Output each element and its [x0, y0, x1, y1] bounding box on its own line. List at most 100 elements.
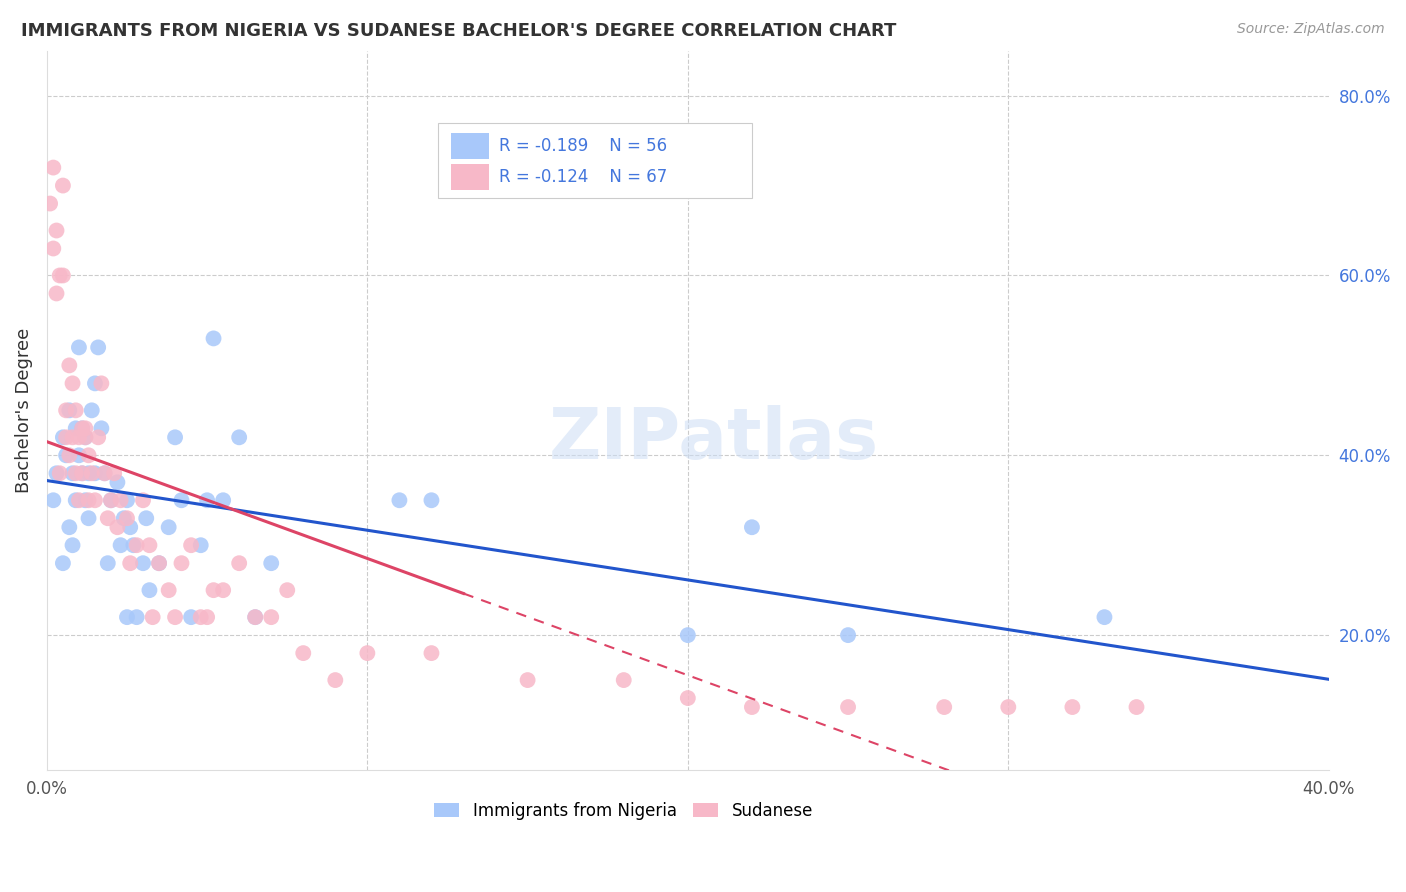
Point [170, 556, 193, 570]
Point [245, 610, 267, 624]
Point [228, 556, 250, 570]
Point [105, 520, 128, 534]
Point [420, 493, 443, 508]
Point [195, 610, 218, 624]
Point [55, 403, 77, 417]
Point [934, 700, 956, 714]
Point [138, 583, 160, 598]
Point [65, 403, 87, 417]
Point [62, 467, 84, 481]
Point [190, 610, 212, 624]
Point [115, 511, 138, 525]
Point [65, 467, 87, 481]
Point [75, 430, 97, 444]
Point [55, 448, 77, 462]
Point [58, 448, 80, 462]
Point [135, 511, 157, 525]
Point [105, 475, 128, 490]
Point [58, 359, 80, 373]
Point [276, 583, 298, 598]
Point [77, 493, 100, 508]
Point [613, 673, 636, 687]
Point [190, 538, 212, 552]
Point [180, 538, 202, 552]
Point [45, 467, 67, 481]
Point [87, 430, 110, 444]
Point [39, 196, 62, 211]
Point [52, 268, 75, 283]
Point [67, 493, 90, 508]
Point [80, 467, 103, 481]
Point [388, 493, 411, 508]
Point [65, 493, 87, 508]
Point [97, 556, 120, 570]
Point [245, 610, 267, 624]
Point [55, 430, 77, 444]
Point [45, 286, 67, 301]
Point [1094, 610, 1116, 624]
Point [52, 556, 75, 570]
Point [115, 610, 138, 624]
Point [165, 430, 187, 444]
Point [80, 403, 103, 417]
Point [165, 610, 187, 624]
Point [67, 430, 90, 444]
Point [180, 610, 202, 624]
Y-axis label: Bachelor's Degree: Bachelor's Degree [15, 327, 32, 493]
Point [741, 700, 763, 714]
Point [103, 467, 125, 481]
Point [75, 421, 97, 435]
Point [202, 331, 225, 345]
Point [42, 493, 65, 508]
Point [112, 511, 135, 525]
Point [997, 700, 1019, 714]
Point [212, 493, 235, 508]
Point [42, 242, 65, 256]
Point [157, 583, 180, 598]
Point [110, 538, 132, 552]
Point [132, 556, 155, 570]
Point [741, 520, 763, 534]
Point [837, 628, 859, 642]
Point [90, 421, 112, 435]
Text: R = -0.189    N = 56: R = -0.189 N = 56 [499, 137, 668, 155]
Point [195, 493, 218, 508]
Point [42, 161, 65, 175]
Point [148, 556, 170, 570]
Point [228, 430, 250, 444]
Point [323, 673, 346, 687]
Point [62, 376, 84, 391]
Point [120, 556, 142, 570]
Point [70, 421, 93, 435]
Point [122, 538, 145, 552]
Point [260, 610, 283, 624]
Point [58, 520, 80, 534]
Point [100, 493, 122, 508]
FancyBboxPatch shape [451, 164, 489, 189]
Point [75, 430, 97, 444]
Text: Source: ZipAtlas.com: Source: ZipAtlas.com [1237, 22, 1385, 37]
Point [420, 646, 443, 660]
Point [93, 467, 115, 481]
Point [1125, 700, 1147, 714]
Point [837, 700, 859, 714]
Point [48, 467, 70, 481]
Point [97, 511, 120, 525]
Point [52, 178, 75, 193]
Point [58, 403, 80, 417]
Point [170, 493, 193, 508]
Point [115, 493, 138, 508]
Point [52, 430, 75, 444]
Point [84, 467, 107, 481]
Point [77, 448, 100, 462]
FancyBboxPatch shape [437, 122, 752, 198]
Point [84, 376, 107, 391]
Point [90, 376, 112, 391]
Point [62, 538, 84, 552]
Point [260, 556, 283, 570]
Point [77, 511, 100, 525]
Point [132, 493, 155, 508]
Point [292, 646, 315, 660]
Point [110, 493, 132, 508]
Point [202, 583, 225, 598]
